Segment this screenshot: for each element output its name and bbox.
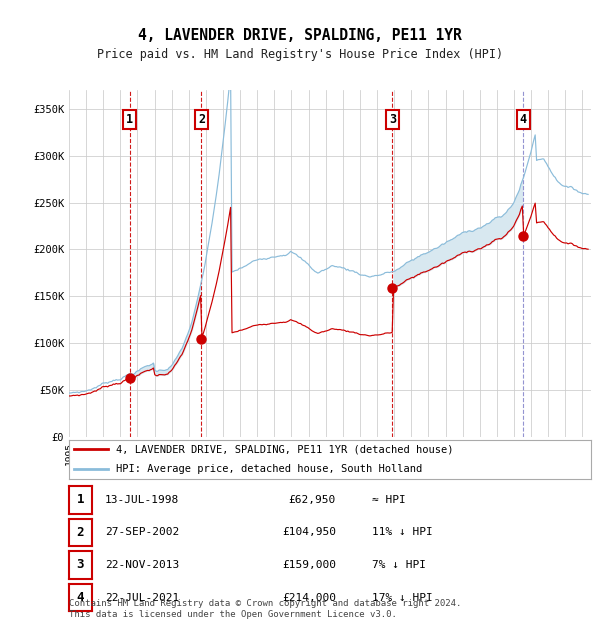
Text: HPI: Average price, detached house, South Holland: HPI: Average price, detached house, Sout…: [116, 464, 422, 474]
Text: 3: 3: [77, 559, 84, 572]
Text: Contains HM Land Registry data © Crown copyright and database right 2024.
This d: Contains HM Land Registry data © Crown c…: [69, 600, 461, 619]
Text: 4, LAVENDER DRIVE, SPALDING, PE11 1YR: 4, LAVENDER DRIVE, SPALDING, PE11 1YR: [138, 29, 462, 43]
Text: 4, LAVENDER DRIVE, SPALDING, PE11 1YR (detached house): 4, LAVENDER DRIVE, SPALDING, PE11 1YR (d…: [116, 445, 454, 454]
Text: 1: 1: [126, 113, 133, 126]
Text: 2: 2: [77, 526, 84, 539]
Text: 7% ↓ HPI: 7% ↓ HPI: [372, 560, 426, 570]
Text: ≈ HPI: ≈ HPI: [372, 495, 406, 505]
Text: 17% ↓ HPI: 17% ↓ HPI: [372, 593, 433, 603]
Text: £159,000: £159,000: [282, 560, 336, 570]
Text: Price paid vs. HM Land Registry's House Price Index (HPI): Price paid vs. HM Land Registry's House …: [97, 48, 503, 61]
Text: 27-SEP-2002: 27-SEP-2002: [105, 528, 179, 538]
Text: 4: 4: [520, 113, 527, 126]
Text: 1: 1: [77, 494, 84, 507]
Text: 2: 2: [198, 113, 205, 126]
Text: 4: 4: [77, 591, 84, 604]
Text: 22-JUL-2021: 22-JUL-2021: [105, 593, 179, 603]
Text: £62,950: £62,950: [289, 495, 336, 505]
Text: £104,950: £104,950: [282, 528, 336, 538]
Text: 3: 3: [389, 113, 396, 126]
Text: 22-NOV-2013: 22-NOV-2013: [105, 560, 179, 570]
Text: £214,000: £214,000: [282, 593, 336, 603]
Text: 13-JUL-1998: 13-JUL-1998: [105, 495, 179, 505]
Text: 11% ↓ HPI: 11% ↓ HPI: [372, 528, 433, 538]
